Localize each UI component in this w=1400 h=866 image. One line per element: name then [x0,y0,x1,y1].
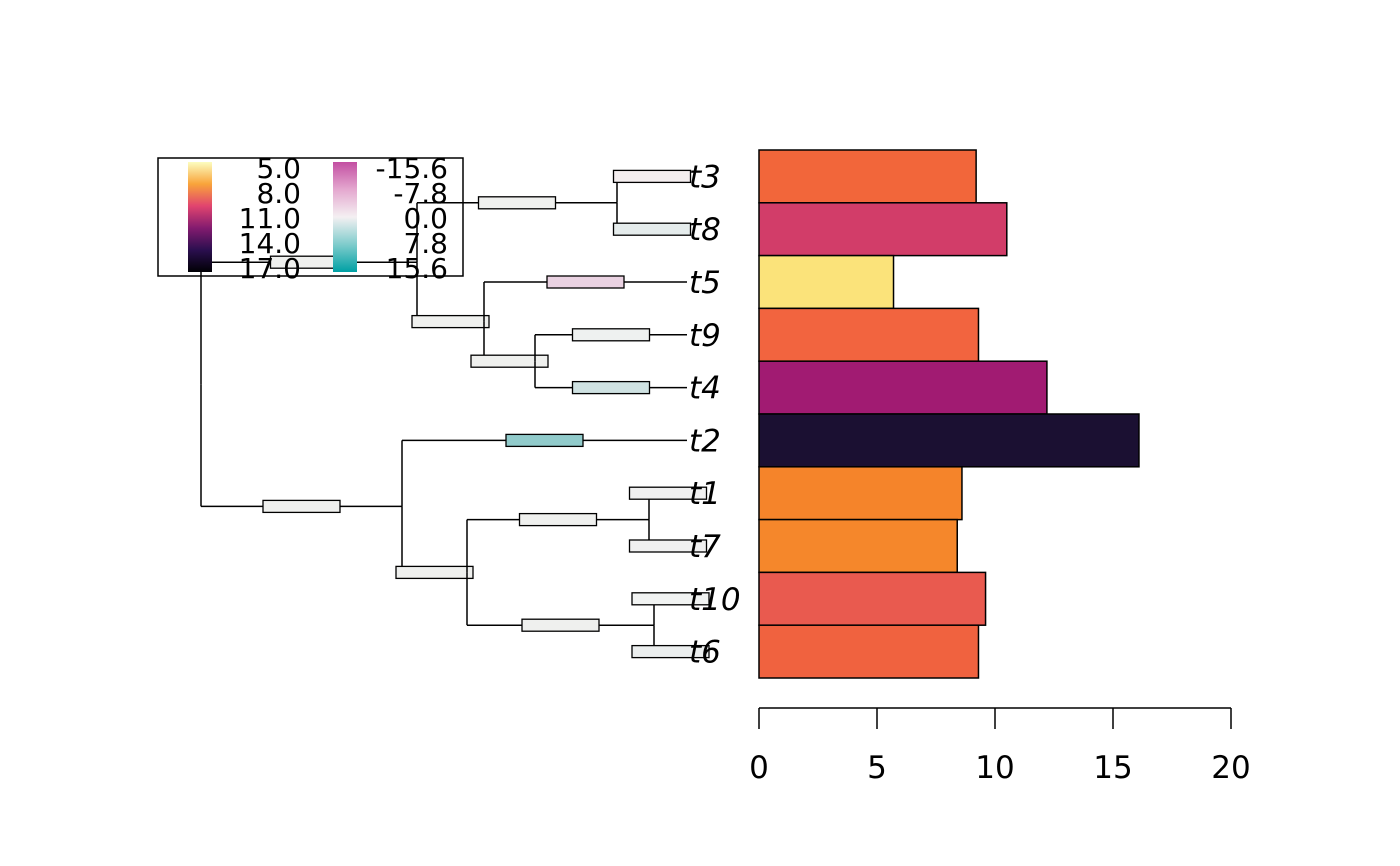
legend-box [157,157,464,277]
x-tick-label: 0 [749,750,769,786]
bar-t2 [758,413,1140,468]
legend-label-1: 11.0 [239,202,301,235]
bar-t4 [758,360,1048,415]
bar-t8 [758,202,1008,257]
branch-box-n12 [262,499,341,514]
tip-label-t6: t6 [689,635,721,671]
x-axis: 0 5 10 15 20 [749,707,1251,786]
bar-t6 [758,624,980,679]
phylogenetic-tree: t3 t8 t5 t9 t4 t2 t1 t7 t10 t6 [200,159,741,671]
tip-label-t1: t1 [689,476,721,512]
legend-label-2: 0.0 [403,202,448,235]
branch-box-t6 [631,644,710,659]
legend-label-1: 17.0 [239,252,301,285]
tip-label-t10: t10 [689,582,741,618]
legend-color-bar-1 [188,162,212,272]
bar-t5 [758,254,895,310]
bar-t9 [758,307,980,362]
branch-box-t8 [612,222,692,236]
bar-t3 [758,149,977,204]
x-tick-label: 20 [1211,750,1250,786]
branch-box-n10 [470,354,549,368]
legend-color-bar-2 [333,162,357,272]
branch-box-t1 [628,486,708,500]
x-tick-label: 15 [1093,750,1132,786]
legend: 5.08.011.014.017.0 -15.6-7.80.07.815.6 [157,152,464,285]
tip-label-t5: t5 [689,265,721,301]
x-tick-label: 5 [867,750,887,786]
branch-box-n8 [477,196,557,210]
branch-box-n9 [411,314,490,329]
tip-label-t7: t7 [689,529,721,565]
legend-label-2: 7.8 [403,227,448,260]
branch-box-n15 [521,618,600,632]
legend-label-2: -7.8 [393,177,448,210]
bar-series [758,149,1140,679]
x-tick-label: 10 [975,750,1014,786]
tip-label-t4: t4 [689,371,721,407]
legend-label-2: 15.6 [386,252,448,285]
branch-box-t2 [505,433,584,448]
branch-box-t5 [546,275,625,289]
branch-box-n14 [518,512,598,527]
bar-t10 [758,571,987,626]
legend-label-1: 14.0 [239,227,301,260]
bar-t7 [758,518,958,574]
bar-t1 [758,466,963,521]
branch-box-n13 [395,565,474,580]
legend-label-1: 8.0 [256,177,301,210]
branch-box-t4 [571,380,651,395]
legend-label-1: 5.0 [256,152,301,185]
branch-box-t7 [628,539,708,553]
tip-label-t2: t2 [689,423,721,459]
tip-label-t3: t3 [689,159,721,195]
branch-box-t3 [612,169,692,184]
branch-box-t10 [631,592,710,606]
legend-label-2: -15.6 [376,152,448,185]
tip-label-t9: t9 [689,318,721,354]
branch-box-t9 [571,328,651,342]
tip-label-t8: t8 [689,212,721,248]
